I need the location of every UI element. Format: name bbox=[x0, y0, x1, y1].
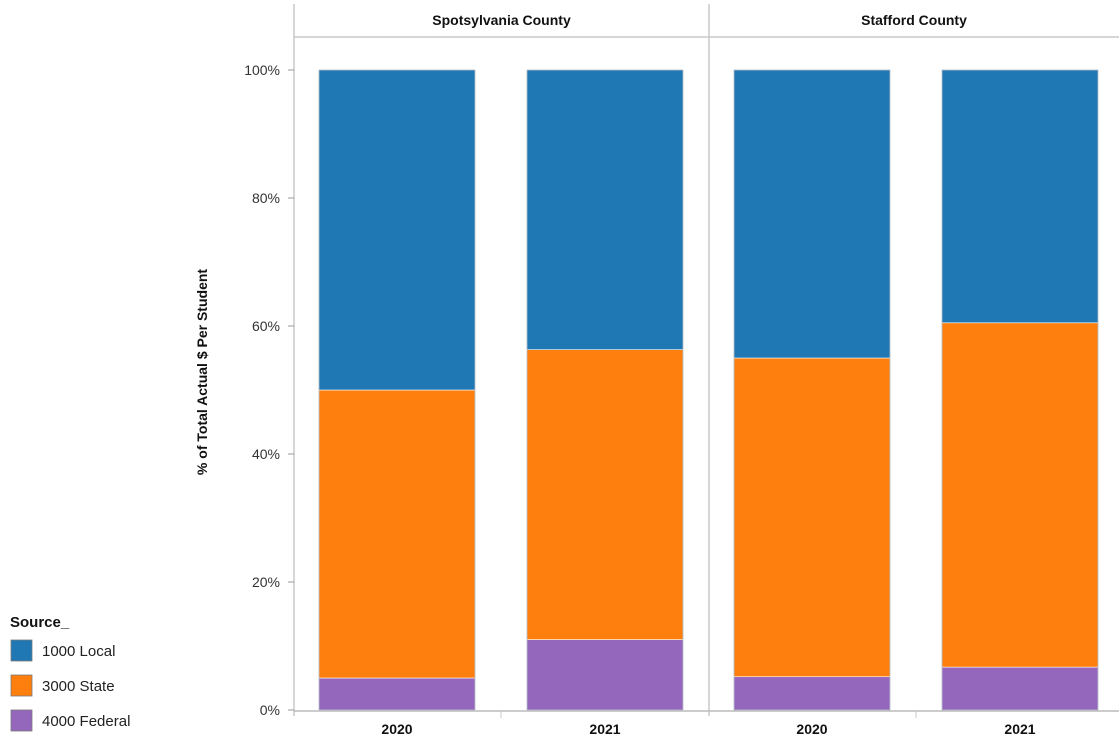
y-axis: % of Total Actual $ Per Student 0% 20% 40%… bbox=[194, 62, 294, 718]
panel-stafford-county: Stafford County 2020 2021 bbox=[733, 12, 1099, 737]
bar-outline bbox=[733, 69, 891, 711]
y-tick-label: 20% bbox=[252, 574, 280, 590]
bar-segment-3000-state bbox=[733, 357, 891, 678]
y-tick-label: 0% bbox=[260, 702, 280, 718]
bar-outline bbox=[526, 69, 684, 711]
legend-swatch bbox=[10, 674, 33, 697]
legend-swatch bbox=[10, 709, 33, 732]
legend-label: 3000 State bbox=[42, 678, 115, 695]
x-tick-label: 2020 bbox=[796, 721, 827, 737]
bar-outline bbox=[941, 69, 1099, 711]
bar-segment-3000-state bbox=[318, 389, 476, 679]
legend: Source_ 1000 Local 3000 State 4000 Federal bbox=[10, 614, 130, 732]
bar-stack-2020: 2020 bbox=[318, 69, 476, 737]
bar-segment-3000-state bbox=[941, 322, 1099, 668]
legend-title: Source_ bbox=[10, 614, 70, 631]
legend-item-4000-federal: 4000 Federal bbox=[10, 709, 130, 732]
bar-stack-2021: 2021 bbox=[941, 69, 1099, 737]
x-tick-label: 2020 bbox=[381, 721, 412, 737]
bar-segment-4000-federal bbox=[733, 676, 891, 711]
y-tick-label: 80% bbox=[252, 190, 280, 206]
bar-outline bbox=[318, 69, 476, 711]
bar-stack-2021: 2021 bbox=[526, 69, 684, 737]
chart-frame bbox=[293, 4, 1119, 716]
panel-spotsylvania-county: Spotsylvania County 2020 2021 bbox=[318, 12, 684, 737]
legend-label: 4000 Federal bbox=[42, 713, 130, 730]
bar-segment-1000-local bbox=[318, 69, 476, 391]
y-tick-label: 60% bbox=[252, 318, 280, 334]
legend-swatch bbox=[10, 639, 33, 662]
x-tick-label: 2021 bbox=[1004, 721, 1035, 737]
y-axis-label: % of Total Actual $ Per Student bbox=[194, 269, 210, 475]
bar-segment-1000-local bbox=[941, 69, 1099, 324]
bar-segment-3000-state bbox=[526, 349, 684, 640]
legend-label: 1000 Local bbox=[42, 643, 115, 660]
bar-stack-2020: 2020 bbox=[733, 69, 891, 737]
bar-segment-1000-local bbox=[733, 69, 891, 359]
bar-segment-4000-federal bbox=[318, 677, 476, 711]
y-tick-label: 100% bbox=[244, 62, 280, 78]
x-tick-label: 2021 bbox=[589, 721, 620, 737]
panel-title: Spotsylvania County bbox=[432, 12, 571, 28]
legend-item-3000-state: 3000 State bbox=[10, 674, 115, 697]
y-tick-label: 40% bbox=[252, 446, 280, 462]
bar-segment-4000-federal bbox=[941, 666, 1099, 711]
legend-item-1000-local: 1000 Local bbox=[10, 639, 115, 662]
panel-title: Stafford County bbox=[861, 12, 967, 28]
bar-segment-1000-local bbox=[526, 69, 684, 350]
bar-segment-4000-federal bbox=[526, 639, 684, 711]
